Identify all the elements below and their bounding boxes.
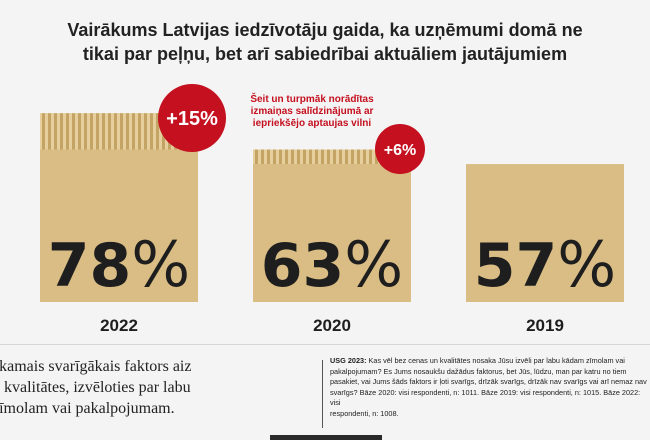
change-note-line-3: iepriekšējo aptaujas vilni — [252, 118, 372, 129]
footer-source-line-2: pakalpojumam? Es Jums nosaukšu dažādus f… — [330, 366, 627, 376]
change-band-stripe — [273, 149, 276, 165]
change-band-stripe — [102, 113, 105, 150]
change-band-stripe — [144, 113, 147, 150]
change-band-stripe — [42, 113, 45, 150]
change-band-stripe — [357, 149, 360, 165]
chart-title-line-1: Vairākums Latvijas iedzīvotāju gaida, ka… — [67, 20, 583, 40]
value-label-2020: 63% — [261, 228, 403, 301]
value-percent-sign: % — [344, 228, 403, 301]
footer-source-line-3: pasakiet, vai Jums šāds faktors ir ļoti … — [330, 377, 647, 387]
chart-title-line-2: tikai par peļņu, bet arī sabiedrībai akt… — [82, 44, 568, 64]
change-band-stripe — [84, 113, 87, 150]
change-band-stripe — [333, 149, 336, 165]
chart-title: Vairākums Latvijas iedzīvotāju gaida, ka… — [0, 18, 650, 66]
change-band-stripe — [48, 113, 51, 150]
bar-2020 — [253, 149, 411, 302]
change-band-stripe — [138, 113, 141, 150]
bar-2019 — [466, 164, 624, 302]
value-label-2019: 57% — [474, 228, 616, 301]
change-band-stripe — [60, 113, 63, 150]
value-percent-sign: % — [557, 228, 616, 301]
change-band-stripe — [156, 113, 159, 150]
footer-source-line-4: svarīgs? Bāze 2020: visi respondenti, n:… — [330, 387, 641, 408]
change-note: Šeit un turpmāk norādītas izmaiņas salīd… — [248, 94, 376, 130]
footer-source-note: USG 2023: Kas vēl bez cenas un kvalitāte… — [330, 356, 650, 420]
footer-rule — [322, 360, 323, 428]
change-badge-2020 — [375, 124, 425, 174]
change-band-stripe — [150, 113, 153, 150]
change-band-stripe — [279, 149, 282, 165]
change-band-stripe — [267, 149, 270, 165]
change-band-stripe — [126, 113, 129, 150]
bar-group-2020: 63% 2020 +6% — [253, 124, 425, 335]
change-note-line-1: Šeit un turpmāk norādītas — [250, 94, 374, 105]
change-band-stripe — [132, 113, 135, 150]
change-band-stripe — [114, 113, 117, 150]
change-note-line-2: izmaiņas salīdzinājumā ar — [250, 106, 374, 117]
change-band-stripe — [345, 149, 348, 165]
footer-source-line-1: Kas vēl bez cenas un kvalitātes nosaka J… — [368, 356, 625, 365]
change-band-stripe — [315, 149, 318, 165]
change-badge-2022 — [158, 84, 226, 152]
footer-caption-line-1: akamais svarīgākais faktors aiz — [0, 358, 192, 375]
bar-group-2022: 78% 2022 +15% — [40, 84, 226, 335]
category-label-2022: 2022 — [100, 316, 138, 335]
value-label-2022: 78% — [48, 228, 190, 301]
change-band-stripe — [291, 149, 294, 165]
change-badge-label-2020: +6% — [384, 142, 416, 159]
change-band-stripe — [261, 149, 264, 165]
change-band-stripe — [309, 149, 312, 165]
footer-caption-line-2: n kvalitātes, izvēloties par labu — [0, 379, 191, 396]
value-number: 63 — [261, 231, 345, 301]
change-band-stripe — [303, 149, 306, 165]
category-label-2020: 2020 — [313, 316, 351, 335]
change-band-stripe — [108, 113, 111, 150]
bar-group-2019: 57% 2019 — [466, 164, 624, 335]
change-band-stripe — [90, 113, 93, 150]
change-band-stripe — [120, 113, 123, 150]
footer-caption-line-3: zīmolam vai pakalpojumam. — [0, 400, 175, 417]
change-band-stripe — [78, 113, 81, 150]
change-band-stripe — [327, 149, 330, 165]
footer-source-line-5: respondenti, n: 1008. — [330, 408, 399, 418]
change-band-stripe — [96, 113, 99, 150]
footer-source-label: USG 2023: — [330, 356, 367, 365]
change-band-stripe — [54, 113, 57, 150]
bar-chart: 78% 2022 +15% 63% 2020 +6% 57% 2019 — [40, 84, 624, 335]
category-label-2019: 2019 — [526, 316, 564, 335]
change-band-stripe — [72, 113, 75, 150]
bottom-strip — [270, 435, 382, 440]
change-band-stripe — [255, 149, 258, 165]
section-divider — [0, 344, 650, 345]
change-band-stripe — [297, 149, 300, 165]
change-band-stripe — [321, 149, 324, 165]
change-band-stripe — [66, 113, 69, 150]
change-badge-label-2022: +15% — [166, 108, 218, 130]
change-band-stripe — [351, 149, 354, 165]
value-number: 57 — [474, 231, 558, 301]
change-band-stripe — [339, 149, 342, 165]
change-band-stripe — [369, 149, 372, 165]
change-band-stripe — [363, 149, 366, 165]
footer-caption: akamais svarīgākais faktors aiz n kvalit… — [0, 356, 224, 419]
value-number: 78 — [48, 231, 132, 301]
change-band-stripe — [285, 149, 288, 165]
value-percent-sign: % — [131, 228, 190, 301]
